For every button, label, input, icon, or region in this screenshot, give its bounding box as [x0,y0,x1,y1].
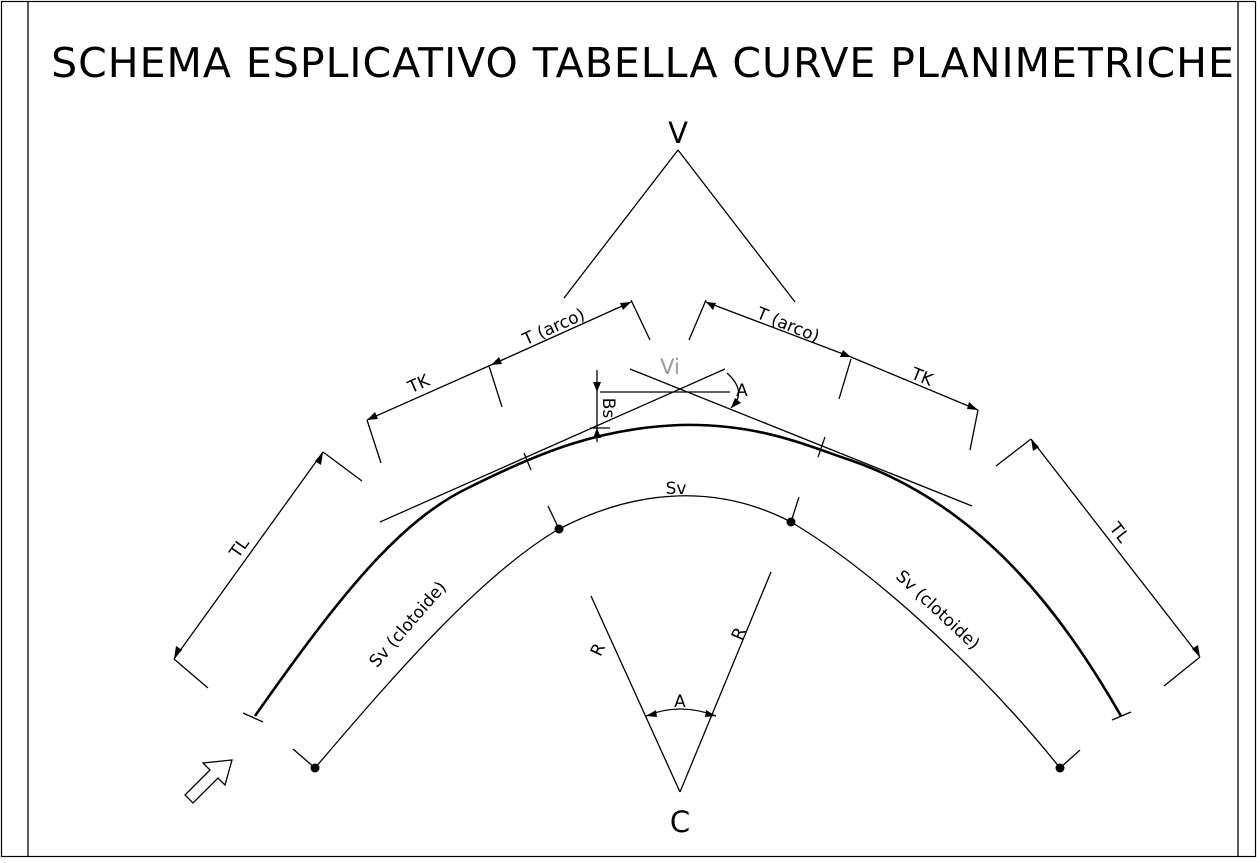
vertex-label: V [668,116,688,150]
dim-ext-tl-left-bottom [173,658,209,689]
angle-vertex-label: A [736,381,748,401]
arrowhead [593,382,601,392]
offset-curve [314,495,1061,769]
center-label: C [670,805,690,839]
arrowhead [367,412,378,420]
radius-left-label: R [587,640,610,659]
radius-line-right [679,571,772,793]
curve-end-tick-left [242,712,264,723]
dim-ext-t-left [630,299,651,341]
sv-arc-label: Sv [666,479,687,499]
radius-line-left [590,595,681,793]
dim-line-t-left [490,301,632,366]
dim-ext-tl-right-bottom [1163,656,1201,687]
tl-right-label: TL [1104,518,1133,547]
vertex-line-right [677,149,796,303]
alignment-curve [253,423,1123,717]
bs-label: Bs [598,398,618,419]
tk-right-label: TK [907,364,936,391]
tk-left-label: TK [404,371,433,399]
arrowhead [967,402,978,410]
t-arco-left-label: T (arco) [519,305,588,350]
vertex-line-left [563,149,679,299]
arrowhead [491,357,502,365]
tick-ts [547,505,560,530]
arrowhead [315,452,323,465]
tick-start [292,748,316,769]
dim-ext-tk-left [366,419,382,464]
curve-end-tick-right [1111,711,1132,721]
tick-st [790,496,800,523]
arrowhead [1031,439,1039,451]
dim-line-tk-right [850,356,979,411]
tick-end [1059,749,1081,769]
arrowhead [731,398,741,408]
dim-ext-tl-left-top [322,451,363,482]
dim-line-tk-left [366,364,492,421]
angle-center-label: A [674,692,686,712]
tick-t-right [838,358,852,400]
arrowhead [1192,645,1200,657]
arrowhead [174,646,182,659]
arrowhead [840,350,851,357]
tick-tk-left [488,365,503,408]
direction-arrow-icon [184,759,233,804]
dim-ext-t-right [688,299,707,341]
dim-ext-tl-right-top [995,438,1032,467]
tl-left-label: TL [225,534,254,563]
sv-clothoid-right-label: Sv (clotoide) [891,567,983,655]
dim-line-tl-right [1030,438,1201,658]
sv-clothoid-left-label: Sv (clotoide) [366,578,451,672]
diagram-title: SCHEMA ESPLICATIVO TABELLA CURVE PLANIME… [51,39,1235,87]
arrowhead [705,710,716,717]
inner-vertex-label: Vi [660,355,680,379]
arrowhead [646,710,657,717]
t-arco-right-label: T (arco) [753,303,822,347]
dim-line-tl-left [173,451,324,660]
dim-ext-tk-right [969,409,979,451]
curve-tick-tk-right [817,436,826,458]
tangent-line-left [379,368,726,523]
dim-line-t-right [705,301,852,358]
arrowhead [706,302,716,310]
arrowhead [620,302,631,310]
curve-tick-tk [523,452,532,471]
